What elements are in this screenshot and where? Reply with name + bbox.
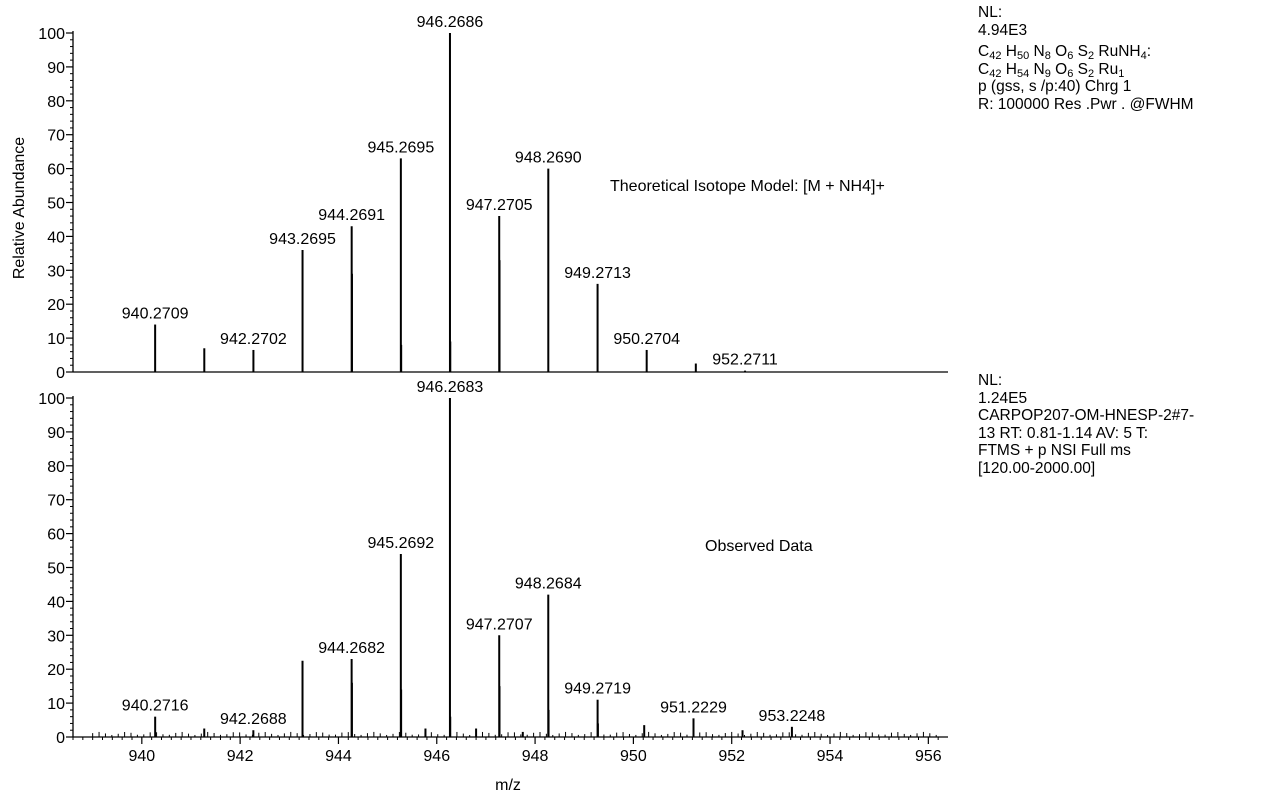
peak-label: 943.2695 — [269, 231, 336, 248]
peak-label: 946.2686 — [417, 14, 484, 31]
resolution-setting: R: 100000 Res .Pwr . @FWHM — [978, 95, 1194, 113]
nl-value: 4.94E3 — [978, 21, 1028, 39]
scan-filter: FTMS + p NSI Full ms — [978, 442, 1131, 459]
formula-element: S — [1073, 60, 1088, 78]
peak-label: 945.2695 — [367, 139, 434, 156]
formula-subscript: 1 — [1118, 67, 1125, 80]
nl-value: 1.24E5 — [978, 389, 1028, 407]
formula-element: O — [1050, 60, 1068, 78]
formula-subscript: 4 — [1140, 50, 1147, 62]
y-tick-label: 40 — [47, 229, 65, 246]
peak-label: 948.2684 — [515, 576, 582, 593]
y-tick-label: 80 — [47, 459, 65, 476]
formula-element: H — [1001, 60, 1017, 78]
peak-label: 948.2690 — [515, 150, 582, 167]
formula-element: : — [1146, 43, 1152, 60]
formula-subscript: 9 — [1044, 67, 1051, 80]
peak-label: 942.2702 — [220, 331, 287, 348]
peak-label: 940.2709 — [122, 306, 189, 323]
formula-subscript: 2 — [1087, 67, 1095, 80]
y-tick-label: 100 — [38, 26, 65, 43]
x-tick-label: 940 — [128, 748, 155, 765]
formula-element: Ru — [1094, 60, 1119, 78]
peak-label: 949.2719 — [564, 681, 631, 698]
formula-element: RuNH — [1094, 43, 1141, 60]
y-tick-label: 90 — [47, 425, 65, 442]
y-tick-label: 80 — [47, 94, 65, 111]
peak-label: 952.2711 — [712, 352, 778, 369]
peak-label: 940.2716 — [122, 698, 189, 715]
formula-subscript: 54 — [1016, 67, 1030, 80]
theoretical-isotope-panel: 0 10 20 30 40 50 60 70 80 90 100 940.2709 942.2702 94… — [38, 14, 948, 382]
formula-subscript: 6 — [1067, 50, 1074, 62]
y-tick-label: 20 — [47, 297, 65, 314]
x-tick-label: 950 — [620, 748, 647, 765]
y-tick-label: 60 — [47, 162, 65, 179]
x-tick-label: 952 — [718, 748, 745, 765]
peak-label: 950.2704 — [613, 331, 680, 348]
observed-info-block: NL: 1.24E5 CARPOP207-OM-HNESP-2#7- 13 RT… — [978, 372, 1194, 477]
formula-subscript: 42 — [989, 67, 1002, 80]
formula-element: N — [1029, 60, 1045, 78]
peak-label: 944.2682 — [318, 640, 385, 657]
y-tick-label: 100 — [38, 391, 65, 408]
formula-element: C — [978, 43, 990, 60]
formula-subscript: 2 — [1087, 50, 1095, 62]
nl-label: NL: — [978, 4, 1003, 21]
x-tick-label: 944 — [325, 748, 352, 765]
formula-subscript: 8 — [1044, 50, 1051, 62]
formula-element: C — [978, 60, 990, 78]
peak-label: 947.2705 — [466, 197, 533, 214]
peak-label: 945.2692 — [367, 535, 434, 552]
peak-label: 946.2683 — [417, 379, 484, 396]
formula-subscript: 50 — [1016, 50, 1030, 62]
x-tick-label: 948 — [522, 748, 549, 765]
peak-label: 947.2707 — [466, 616, 533, 633]
formula-element: O — [1050, 43, 1068, 60]
y-tick-label: 10 — [47, 331, 65, 348]
y-tick-label: 60 — [47, 527, 65, 544]
y-tick-label: 90 — [47, 60, 65, 77]
formula-subscript: 42 — [989, 50, 1002, 62]
y-tick-label: 10 — [47, 696, 65, 713]
x-tick-label: 956 — [915, 748, 942, 765]
panel-title: Theoretical Isotope Model: [M + NH4]+ — [610, 178, 885, 195]
mass-range: [120.00-2000.00] — [978, 459, 1096, 477]
formula-element: H — [1001, 43, 1017, 60]
y-tick-label: 20 — [47, 662, 65, 679]
peak-label: 949.2713 — [564, 265, 631, 282]
y-tick-label: 70 — [47, 128, 65, 145]
scan-range-rt: 13 RT: 0.81-1.14 AV: 5 T: — [978, 424, 1149, 442]
peak-label: 953.2248 — [759, 708, 826, 725]
peak-label: 944.2691 — [318, 207, 385, 224]
panel-title: Observed Data — [705, 538, 813, 555]
formula-element: N — [1029, 43, 1045, 60]
y-axis-label: Relative Abundance — [11, 137, 28, 279]
theoretical-info-block: NL: 4.94E3 C42 H50 N8 O6 S2 RuNH4: C42 H… — [978, 4, 1194, 113]
scan-filename: CARPOP207-OM-HNESP-2#7- — [978, 407, 1195, 424]
observed-data-panel: 0 10 20 30 40 50 60 70 80 90 100 940 942 944 946 948 950… — [38, 379, 948, 765]
y-tick-label: 0 — [56, 730, 65, 747]
formula-ammonium-adduct: C42 H50 N8 O6 S2 RuNH4: — [978, 43, 1194, 62]
x-axis-label: m/z — [495, 777, 521, 794]
y-tick-label: 30 — [47, 628, 65, 645]
y-tick-label: 40 — [47, 594, 65, 611]
y-tick-label: 50 — [47, 561, 65, 578]
nl-label: NL: — [978, 372, 1003, 389]
y-tick-label: 30 — [47, 263, 65, 280]
x-tick-label: 942 — [227, 748, 254, 765]
profile-settings: p (gss, s /p:40) Chrg 1 — [978, 78, 1132, 95]
peak-label: 942.2688 — [220, 711, 287, 728]
x-tick-label: 946 — [423, 748, 450, 765]
y-tick-label: 70 — [47, 493, 65, 510]
formula-subscript: 6 — [1067, 67, 1074, 80]
x-tick-label: 954 — [817, 748, 844, 765]
y-tick-label: 50 — [47, 196, 65, 213]
y-tick-label: 0 — [56, 365, 65, 382]
formula-elemental: C42 H54 N9 O6 S2 Ru1 — [978, 60, 1194, 80]
peak-label: 951.2229 — [660, 699, 727, 716]
formula-element: S — [1073, 43, 1088, 60]
